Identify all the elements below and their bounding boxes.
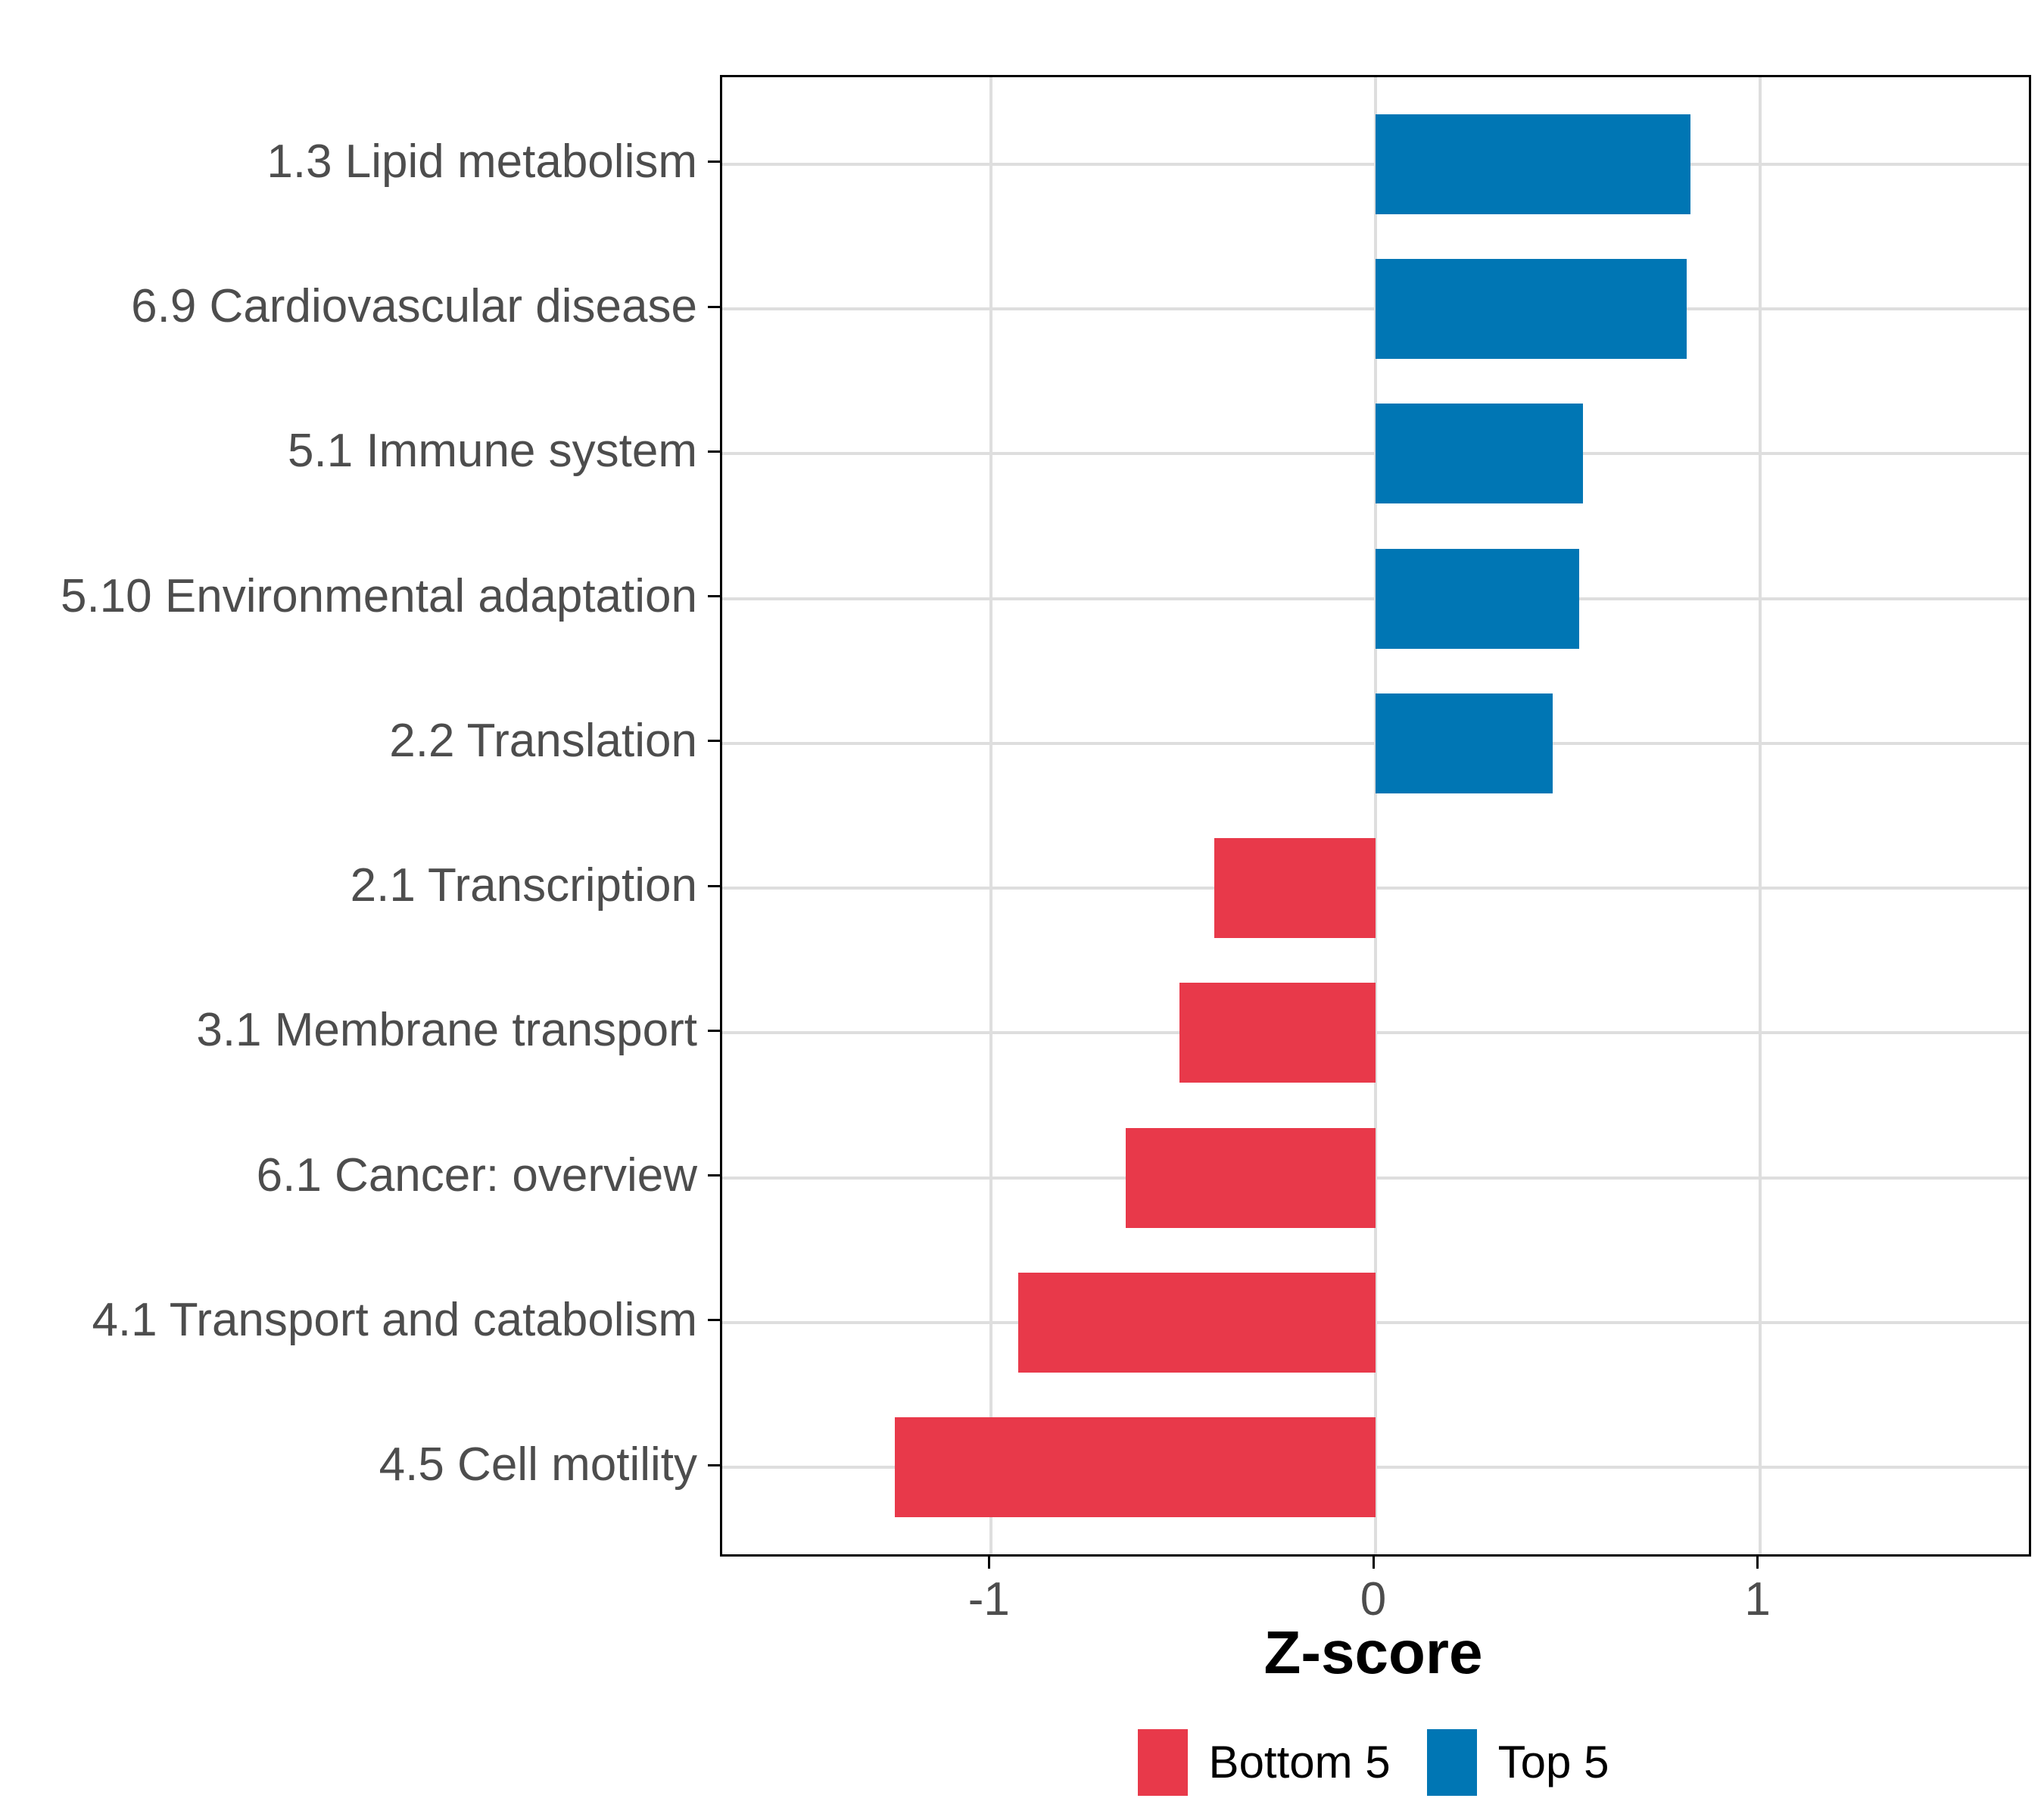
x-tick-label--1: -1 (967, 1573, 1010, 1625)
gridline-y-4-1-transport-and-catabolism (722, 1320, 2029, 1324)
y-tick-4-1-transport-and-catabolism (708, 1319, 720, 1322)
y-axis-label-5-1-immune-system: 5.1 Immune system (288, 425, 697, 478)
gridline-y-6-1-cancer-overview (722, 1176, 2029, 1180)
bar-5-1-immune-system (1376, 404, 1584, 504)
bar-1-3-lipid-metabolism (1376, 114, 1691, 214)
legend: Bottom 5 Top 5 (720, 1729, 2027, 1796)
y-axis-label-6-1-cancer-overview: 6.1 Cancer: overview (256, 1148, 697, 1201)
x-tick-1 (1756, 1557, 1759, 1569)
gridline-x-0 (1374, 77, 1377, 1554)
bar-2-2-translation (1376, 693, 1553, 793)
y-axis-label-3-1-membrane-transport: 3.1 Membrane transport (196, 1004, 697, 1057)
y-axis-label-1-3-lipid-metabolism: 1.3 Lipid metabolism (266, 135, 697, 188)
y-axis-label-6-9-cardiovascular-disease: 6.9 Cardiovascular disease (131, 280, 697, 333)
gridline-y-2-1-transcription (722, 887, 2029, 890)
gridline-y-4-5-cell-motility (722, 1466, 2029, 1469)
legend-label-top-5: Top 5 (1497, 1737, 1609, 1787)
y-tick-4-5-cell-motility (708, 1463, 720, 1466)
gridline-x-1 (1758, 77, 1762, 1554)
y-axis-label-4-1-transport-and-catabolism: 4.1 Transport and catabolism (92, 1293, 697, 1346)
legend-swatch-bottom-5 (1137, 1729, 1188, 1796)
bar-4-5-cell-motility (895, 1417, 1376, 1518)
y-tick-1-3-lipid-metabolism (708, 161, 720, 164)
y-axis-label-4-5-cell-motility: 4.5 Cell motility (379, 1438, 697, 1491)
bar-2-1-transcription (1214, 838, 1376, 939)
bar-5-10-environmental-adaptation (1376, 548, 1580, 649)
y-tick-6-1-cancer-overview (708, 1174, 720, 1177)
x-axis-title: Z-score (1263, 1619, 1483, 1686)
bar-6-1-cancer-overview (1126, 1127, 1376, 1228)
legend-label-bottom-5: Bottom 5 (1208, 1737, 1391, 1787)
y-tick-3-1-membrane-transport (708, 1029, 720, 1032)
bar-4-1-transport-and-catabolism (1017, 1272, 1376, 1373)
x-tick-label-1: 1 (1744, 1573, 1771, 1625)
y-tick-6-9-cardiovascular-disease (708, 305, 720, 308)
y-tick-5-1-immune-system (708, 450, 720, 453)
x-tick-0 (1372, 1557, 1375, 1569)
legend-item-top-5: Top 5 (1426, 1729, 1609, 1796)
y-axis-label-2-1-transcription: 2.1 Transcription (350, 859, 697, 912)
x-tick-label-0: 0 (1360, 1573, 1387, 1625)
legend-swatch-top-5 (1426, 1729, 1477, 1796)
y-tick-2-1-transcription (708, 884, 720, 887)
x-tick--1 (987, 1557, 990, 1569)
legend-item-bottom-5: Bottom 5 (1137, 1729, 1391, 1796)
y-axis-label-2-2-translation: 2.2 Translation (389, 714, 697, 767)
plot-panel (720, 75, 2031, 1557)
bar-3-1-membrane-transport (1179, 983, 1376, 1083)
gridline-x--1 (989, 77, 993, 1554)
y-tick-5-10-environmental-adaptation (708, 595, 720, 598)
y-tick-2-2-translation (708, 740, 720, 743)
gridline-y-3-1-membrane-transport (722, 1031, 2029, 1035)
y-axis-label-5-10-environmental-adaptation: 5.10 Environmental adaptation (60, 569, 697, 622)
bar-6-9-cardiovascular-disease (1376, 259, 1687, 360)
